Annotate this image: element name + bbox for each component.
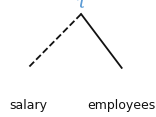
Text: employees: employees <box>88 99 156 112</box>
Text: τ: τ <box>76 0 86 12</box>
Text: salary: salary <box>9 99 47 112</box>
